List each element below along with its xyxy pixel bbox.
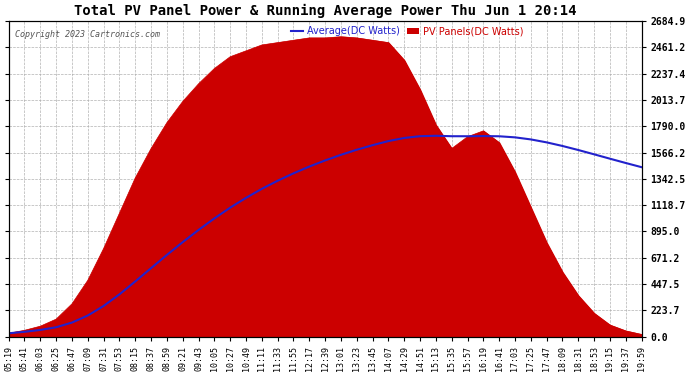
- Legend: Average(DC Watts), PV Panels(DC Watts): Average(DC Watts), PV Panels(DC Watts): [287, 22, 527, 40]
- Text: Copyright 2023 Cartronics.com: Copyright 2023 Cartronics.com: [15, 30, 160, 39]
- Title: Total PV Panel Power & Running Average Power Thu Jun 1 20:14: Total PV Panel Power & Running Average P…: [74, 4, 576, 18]
